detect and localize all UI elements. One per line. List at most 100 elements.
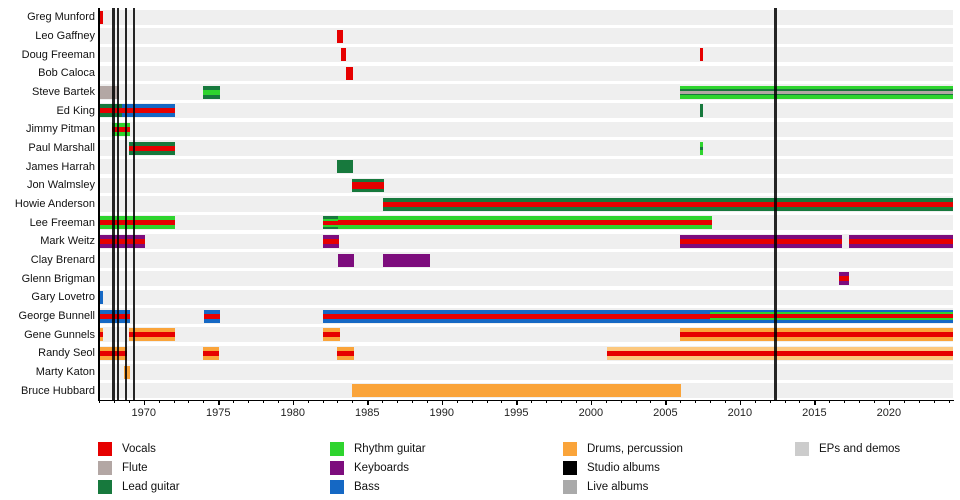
bar-stripe-lead — [99, 104, 123, 109]
bar-stripe-drums — [337, 355, 354, 360]
bar-stripe-vocals — [122, 108, 175, 114]
axis-minor-tick — [874, 400, 875, 403]
axis-minor-tick — [933, 400, 935, 403]
member-label: Randy Seol — [38, 347, 95, 360]
axis-minor-tick — [859, 400, 861, 403]
bar-stripe-rhythm — [99, 216, 175, 221]
bar-stripe-vocals — [322, 220, 339, 225]
axis-minor-tick — [397, 400, 399, 403]
bar-stripe-rhythm — [112, 131, 131, 136]
timeline-bar — [322, 328, 341, 342]
bar-stripe-keys — [382, 253, 430, 267]
axis-minor-tick — [948, 400, 950, 403]
row-band — [99, 28, 953, 44]
member-label: Howie Anderson — [14, 198, 95, 210]
bar-stripe-bass — [710, 309, 953, 312]
member-label: Doug Freeman — [21, 48, 95, 61]
bar-stripe-rhythm — [710, 318, 953, 320]
studio-album-line — [774, 8, 777, 400]
bar-stripe-drums — [322, 328, 341, 333]
bar-stripe-keys — [848, 234, 953, 239]
axis-minor-tick — [754, 400, 756, 403]
studio-album-line — [116, 8, 120, 400]
bar-stripe-keys — [99, 234, 146, 239]
bar-stripe-rhythm — [338, 225, 713, 230]
row-band — [99, 140, 953, 156]
axis-tick-label: 1985 — [355, 407, 380, 419]
bar-stripe-vocals — [99, 10, 104, 24]
member-label: Glenn Brigman — [21, 272, 95, 285]
axis-minor-tick — [695, 400, 697, 403]
timeline-bar — [99, 216, 175, 230]
bar-stripe-keys — [838, 272, 850, 277]
bar-stripe-bass — [99, 309, 131, 314]
axis-minor-tick — [411, 400, 413, 403]
axis-minor-tick — [844, 400, 846, 403]
bar-stripe-vocals — [338, 220, 713, 226]
legend-label: Rhythm guitar — [354, 443, 426, 455]
member-label: Paul Marshall — [28, 142, 95, 154]
x-axis — [97, 400, 954, 402]
timeline-bar — [338, 216, 713, 230]
bar-stripe-vocals — [99, 238, 146, 244]
member-label: Jimmy Pitman — [25, 123, 95, 136]
bar-stripe-bass — [204, 318, 220, 323]
timeline-bar — [352, 384, 681, 398]
bar-stripe-lead — [352, 188, 384, 192]
row-band — [99, 271, 953, 287]
member-label: George Bunnell — [18, 310, 95, 322]
studio-album-line — [132, 8, 136, 400]
timeline-bar — [99, 328, 104, 342]
timeline-bar — [124, 365, 131, 379]
timeline-bar — [346, 66, 354, 80]
axis-major-tick — [218, 400, 220, 405]
timeline-bar — [322, 234, 339, 248]
bar-stripe-bass — [122, 104, 175, 109]
axis-minor-tick — [337, 400, 339, 403]
bar-stripe-keys — [338, 253, 354, 267]
bar-stripe-lead — [322, 226, 339, 230]
bar-stripe-keys — [838, 281, 850, 286]
timeline-bar — [322, 309, 711, 323]
bar-stripe-vocals — [128, 332, 175, 338]
axis-major-tick — [367, 400, 369, 405]
legend-swatch-studio — [563, 460, 577, 475]
axis-minor-tick — [918, 400, 920, 403]
member-label: Leo Gaffney — [35, 30, 95, 42]
bar-stripe-vocals — [346, 66, 354, 80]
axis-minor-tick — [710, 400, 712, 403]
axis-tick-label: 2015 — [802, 407, 827, 419]
axis-major-tick — [143, 400, 146, 405]
bar-stripe-keys — [848, 243, 953, 248]
axis-minor-tick — [158, 400, 160, 403]
bar-stripe-vocals — [382, 201, 953, 207]
timeline-bar — [680, 85, 953, 99]
timeline-bar — [680, 328, 953, 342]
timeline-bar — [838, 272, 850, 286]
timeline-bar — [204, 309, 220, 323]
axis-major-tick — [292, 400, 295, 405]
axis-minor-tick — [620, 400, 622, 403]
legend-label: Vocals — [122, 443, 156, 455]
bar-stripe-lead — [382, 197, 953, 202]
axis-minor-tick — [724, 400, 726, 403]
axis-minor-tick — [903, 400, 905, 403]
axis-major-tick — [814, 400, 816, 405]
axis-minor-tick — [233, 400, 235, 403]
legend-swatch-vocals — [98, 442, 112, 456]
bar-stripe-flute — [680, 90, 953, 94]
axis-minor-tick — [113, 400, 115, 403]
timeline-bar — [122, 104, 175, 118]
axis-minor-tick — [546, 400, 548, 403]
row-band — [99, 289, 953, 305]
bar-stripe-rhythm — [699, 141, 703, 147]
axis-major-tick — [441, 400, 444, 405]
bar-stripe-drums — [352, 384, 681, 398]
member-label: Marty Katon — [35, 366, 95, 378]
timeline-bar — [382, 253, 430, 267]
timeline-bar — [699, 104, 703, 118]
timeline-bar — [341, 48, 347, 62]
bar-stripe-drums — [203, 346, 219, 351]
legend-swatch-live — [563, 479, 577, 494]
